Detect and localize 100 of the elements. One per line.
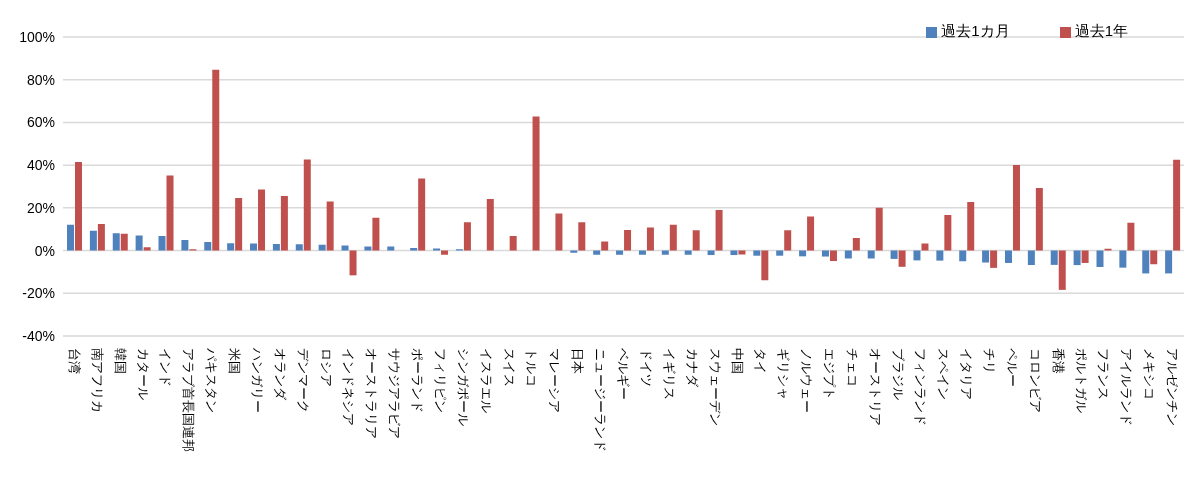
x-tick-label: オランダ [272,348,288,401]
x-tick-label: ポルトガル [1073,348,1089,413]
x-tick-label: ノルウェー [799,348,815,413]
bar [753,250,761,256]
bar [1012,164,1020,251]
x-tick-label: ハンガリー [249,347,265,413]
x-tick-label: アラブ首長国連邦 [181,348,197,452]
bar [807,216,815,251]
x-tick-label: エジプト [821,348,837,400]
x-tick-label: パキスタン [204,347,220,413]
bar [258,189,266,251]
x-tick-label: イギリス [661,348,677,400]
bar [280,195,288,251]
bar [913,250,921,261]
bar [1127,222,1135,251]
bar [75,161,82,251]
bar [372,217,380,251]
bar [387,246,395,251]
bar [463,222,471,251]
y-tick-label: 40% [26,157,55,174]
x-tick-label: チリ [982,348,998,374]
bar [97,224,105,251]
x-tick-label: インド [158,348,174,387]
y-tick-label: 0% [34,242,55,259]
x-tick-label: マレーシア [547,348,563,413]
bar [341,245,349,251]
bar [227,243,235,251]
bar [181,240,189,251]
x-tick-label: 日本 [570,348,586,374]
bar [1027,250,1035,265]
bar [143,247,151,251]
x-tick-label: ギリシャ [776,348,792,400]
x-tick-label: トルコ [524,348,540,387]
x-tick-label: フィリピン [432,348,448,413]
x-tick-label: チェコ [844,348,860,387]
bar [303,159,311,251]
bar [638,250,646,255]
bar [661,250,669,255]
legend-label: 過去1カ月 [941,22,1010,39]
x-tick-label: インドネシア [341,348,357,426]
bar [158,236,166,251]
bar [593,250,601,255]
x-tick-label: ニュージーランド [593,348,609,452]
bar [1073,250,1081,266]
bar [1173,159,1181,251]
bar [715,209,723,251]
y-tick-label: -40% [22,327,55,344]
bar [89,230,97,251]
bar [349,250,357,276]
x-tick-label: ブラジル [890,348,906,400]
bar [944,215,952,251]
y-tick-label: -20% [22,285,55,302]
x-tick-label: メキシコ [1142,348,1158,400]
bar [418,178,426,251]
x-tick-label: デンマーク [295,348,311,413]
x-tick-label: アルゼンチン [1165,348,1181,426]
bar [578,222,586,251]
bar [1096,250,1104,268]
bar [235,198,243,251]
bar [295,244,303,251]
x-tick-label: オーストラリア [364,348,380,439]
x-tick-label: シンガポール [455,348,471,426]
bar [326,201,334,251]
bar [441,250,449,255]
bar [829,250,837,262]
bar [410,248,418,251]
bar [1142,250,1150,274]
x-tick-label: ドイツ [638,348,654,387]
x-tick-label: オーストリア [867,348,883,426]
bar [601,241,609,251]
bar [898,250,906,267]
x-tick-label: 南アフリカ [89,348,105,413]
bar [959,250,967,262]
y-tick-label: 60% [26,114,55,131]
x-tick-label: フィンランド [913,348,929,426]
bar [1050,250,1058,265]
bar [272,243,280,251]
legend-label: 過去1年 [1074,22,1128,39]
bar [1165,250,1173,274]
x-tick-label: カタール [135,348,151,400]
x-tick-label: 米国 [227,348,243,374]
x-tick-label: ベルギー [616,348,631,400]
bar [624,230,632,251]
bar [204,242,212,251]
bar [112,233,120,251]
bar [669,224,677,251]
bar [852,237,860,251]
bar [1119,250,1127,268]
bar [921,243,929,251]
bar [784,230,792,251]
x-tick-label: ポーランド [410,348,426,413]
bar [570,250,578,253]
bar [433,248,441,251]
x-tick-label: カナダ [684,348,700,388]
y-tick-label: 80% [26,71,55,88]
bar [135,235,143,251]
bar [555,213,563,251]
bar [1058,250,1066,290]
bar [692,230,700,251]
x-tick-label: スイス [501,348,517,387]
